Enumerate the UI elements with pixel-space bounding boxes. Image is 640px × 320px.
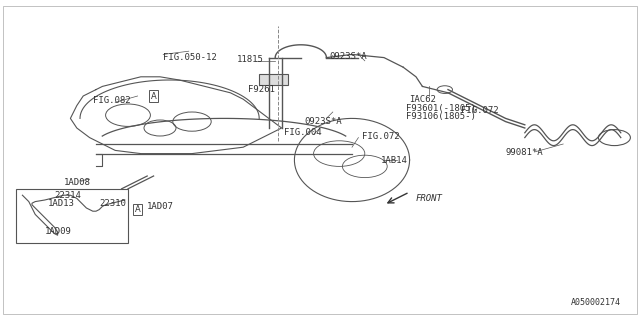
Text: 1AD07: 1AD07 (147, 202, 174, 211)
Text: 0923S*A: 0923S*A (330, 52, 367, 60)
Text: A: A (151, 92, 156, 100)
Text: FIG.004: FIG.004 (284, 128, 321, 137)
Text: 0923S*A: 0923S*A (304, 117, 342, 126)
Text: FIG.072: FIG.072 (362, 132, 399, 140)
Text: 1AD08: 1AD08 (64, 178, 91, 187)
Text: FRONT: FRONT (416, 194, 443, 203)
FancyBboxPatch shape (259, 74, 288, 85)
Text: A: A (135, 205, 140, 214)
Text: FIG.082: FIG.082 (93, 96, 131, 105)
Text: 99081*A: 99081*A (506, 148, 543, 156)
Text: A050002174: A050002174 (571, 298, 621, 307)
Text: 22314: 22314 (54, 191, 81, 200)
Text: IAC62: IAC62 (410, 95, 436, 104)
Text: F93601(-1805): F93601(-1805) (406, 104, 476, 113)
Text: 1AD13: 1AD13 (48, 199, 75, 208)
Text: 22310: 22310 (99, 199, 126, 208)
Text: 1AD09: 1AD09 (45, 228, 72, 236)
Text: 11815: 11815 (237, 55, 264, 64)
Text: F9261: F9261 (248, 85, 275, 94)
Text: FIG.050-12: FIG.050-12 (163, 53, 217, 62)
Text: FIG.072: FIG.072 (461, 106, 499, 115)
Text: 1AB14: 1AB14 (381, 156, 408, 164)
Text: F93106(1805-): F93106(1805-) (406, 112, 476, 121)
